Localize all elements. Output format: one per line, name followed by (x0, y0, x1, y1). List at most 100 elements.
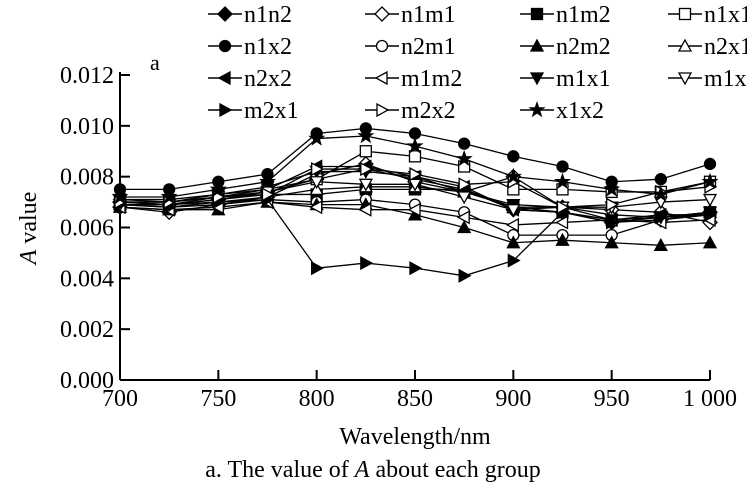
data-point-m1m2 (358, 202, 372, 217)
legend-marker-m1x1 (529, 72, 545, 86)
x-tick-label: 900 (495, 386, 531, 412)
legend-label: m2x1 (244, 98, 299, 124)
data-point-x1x2 (504, 167, 522, 184)
legend-item-m2x1: m2x1 (208, 98, 299, 124)
legend-label: n1x2 (244, 34, 292, 60)
data-point-x1x2 (111, 188, 129, 205)
x-tick-label: 800 (299, 386, 335, 412)
legend-label: n2x2 (244, 66, 292, 92)
legend-label: n1m1 (401, 2, 456, 28)
legend-marker-n2m2 (529, 38, 545, 52)
data-point-n2m2 (653, 237, 668, 251)
x-tick-label: 750 (200, 386, 236, 412)
legend-label: n2x1 (704, 34, 747, 60)
data-point-x1x2 (160, 188, 178, 205)
series-lines (111, 122, 719, 283)
data-point-m2x1 (606, 215, 620, 230)
legend: n1n2 n1m1 n1m2 n1x1 n1x2 n2m1 n2m2 n2x1 n2x2 m1m2… (208, 2, 747, 124)
data-point-m1x2 (309, 176, 324, 190)
legend-marker-x1x2 (528, 101, 546, 118)
data-point-x1x2 (357, 127, 375, 144)
y-axis-label: A value (16, 192, 42, 267)
legend-marker-n1n2 (217, 6, 233, 22)
data-point-n1x1 (408, 150, 422, 163)
legend-label: n1x1 (704, 2, 747, 28)
data-point-n2m2 (604, 235, 619, 249)
data-point-n2m2 (702, 235, 718, 249)
legend-label: m1m2 (401, 66, 462, 92)
legend-item-n2x1: n2x1 (668, 34, 747, 60)
x-tick-label: 950 (594, 386, 630, 412)
legend-marker-m1m2 (374, 70, 388, 86)
legend-marker-n2m1 (375, 39, 389, 53)
data-point-n2m2 (457, 220, 472, 234)
data-point-m2x2 (458, 177, 472, 192)
legend-label: n2m2 (556, 34, 611, 60)
data-point-x1x2 (308, 129, 326, 146)
data-point-m2x2 (261, 187, 275, 202)
legend-item-n1m2: n1m2 (520, 2, 611, 28)
legend-label: m2x2 (401, 98, 456, 124)
y-tick-label: 0.004 (60, 266, 114, 292)
data-point-x1x2 (406, 137, 424, 154)
legend-item-n1n2: n1n2 (208, 2, 292, 28)
legend-marker-m1x2 (677, 72, 693, 86)
data-point-n1x1 (359, 145, 372, 158)
legend-marker-n1x2 (218, 39, 232, 53)
data-point-m1x2 (457, 191, 472, 205)
legend-marker-m2x2 (376, 102, 390, 118)
legend-label: x1x2 (556, 98, 604, 124)
legend-marker-n1m1 (374, 6, 390, 22)
panel-label: a (150, 50, 160, 75)
legend-item-m1x1: m1x1 (520, 66, 611, 92)
data-point-m2x1 (458, 268, 472, 283)
legend-item-n1m1: n1m1 (365, 2, 456, 28)
data-point-n1x2 (654, 173, 667, 186)
data-point-m2x2 (556, 200, 570, 215)
legend-item-n1x2: n1x2 (208, 34, 292, 60)
data-point-x1x2 (603, 180, 621, 197)
data-point-x1x2 (258, 172, 277, 190)
legend-item-n2m1: n2m1 (365, 34, 456, 60)
legend-marker-n1m2 (530, 7, 544, 21)
data-point-m2x1 (704, 207, 718, 222)
data-point-m2x2 (606, 197, 620, 212)
data-point-n2m2 (506, 235, 521, 249)
data-point-m1x2 (702, 193, 718, 207)
legend-marker-n2x1 (677, 38, 693, 52)
x-axis-label: Wavelength/nm (339, 424, 491, 450)
axes: 0.000 0.002 0.004 0.006 0.008 0.010 0.012 700 75… (60, 63, 737, 412)
data-point-n1x2 (458, 137, 471, 150)
data-point-m2x1 (507, 253, 521, 268)
data-point-x1x2 (553, 172, 572, 190)
data-point-m2x2 (311, 161, 325, 177)
y-tick-label: 0.006 (60, 216, 114, 242)
legend-label: n1n2 (244, 2, 292, 28)
data-point-m1x2 (358, 178, 373, 192)
data-point-m1m2 (505, 217, 519, 233)
legend-label: m1x1 (556, 66, 611, 92)
legend-item-m1x2: m1x2 (668, 66, 747, 92)
data-point-m1m2 (309, 200, 323, 215)
legend-marker-m2x1 (219, 102, 233, 118)
legend-item-n1x1: n1x1 (668, 2, 747, 28)
data-point-m2x1 (311, 261, 325, 276)
data-point-m2x2 (409, 167, 423, 182)
legend-marker-n1x1 (678, 7, 692, 21)
data-point-x1x2 (701, 172, 719, 190)
data-point-n1x2 (507, 150, 520, 163)
y-tick-label: 0.012 (60, 63, 114, 89)
data-point-m1x2 (506, 204, 521, 218)
data-point-m1m2 (555, 215, 569, 230)
legend-label: n1m2 (556, 2, 611, 28)
x-tick-label: 1 000 (683, 386, 737, 412)
data-point-x1x2 (652, 185, 670, 202)
data-point-m1m2 (456, 210, 470, 225)
x-tick-label: 700 (102, 386, 138, 412)
series-x1x2 (111, 127, 719, 205)
data-point-m1m2 (407, 202, 421, 217)
data-point-m2x2 (360, 161, 374, 177)
legend-item-m1m2: m1m2 (365, 66, 462, 92)
data-point-x1x2 (455, 149, 473, 167)
